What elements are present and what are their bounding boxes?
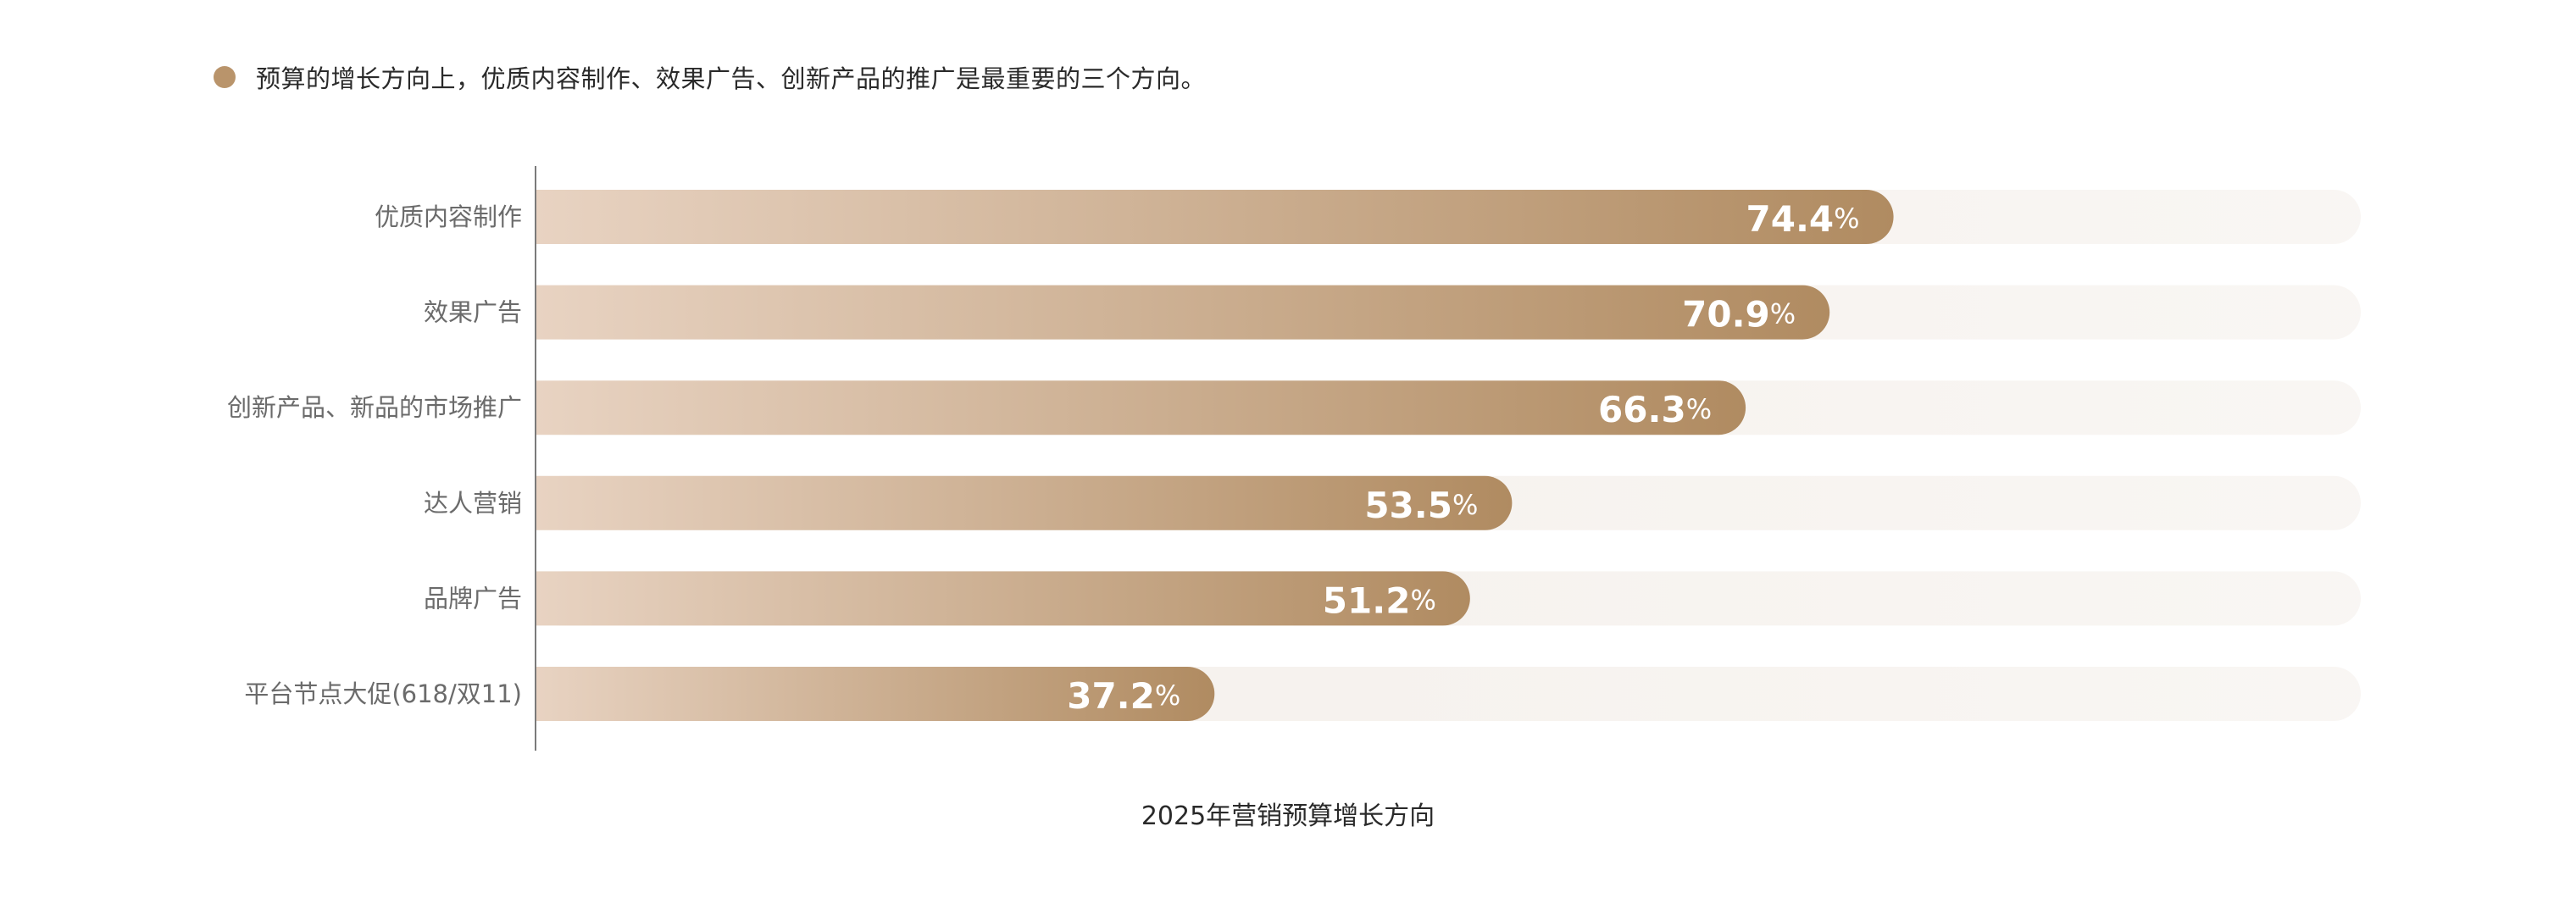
bullet-dot-icon (214, 66, 236, 88)
bar (536, 380, 1746, 435)
chart-caption: 2025年营销预算增长方向 (1141, 801, 1435, 831)
bar-tracks (536, 190, 2361, 721)
bar (536, 190, 1894, 244)
category-label: 平台节点大促(618/双11) (244, 679, 522, 708)
value-label: 53.5% (1364, 484, 1478, 525)
value-label: 37.2% (1067, 675, 1180, 717)
bar (536, 667, 1215, 721)
value-label: 51.2% (1323, 580, 1436, 621)
value-labels: 74.4% 70.9% 66.3% 53.5% 51.2% 37.2% (1067, 198, 1859, 717)
bar (536, 571, 1470, 626)
category-label: 品牌广告 (424, 584, 522, 613)
category-label: 创新产品、新品的市场推广 (227, 393, 522, 422)
summary-note-text: 预算的增长方向上，优质内容制作、效果广告、创新产品的推广是最重要的三个方向。 (256, 64, 1207, 93)
bars (536, 190, 1894, 721)
value-label: 66.3% (1598, 389, 1712, 430)
category-labels: 优质内容制作效果广告创新产品、新品的市场推广达人营销品牌广告平台节点大促(618… (227, 202, 522, 708)
category-label: 达人营销 (424, 489, 522, 518)
bar (536, 285, 1830, 340)
category-label: 优质内容制作 (375, 202, 522, 231)
bar (536, 475, 1513, 530)
value-label: 74.4% (1746, 198, 1860, 240)
summary-note: 预算的增长方向上，优质内容制作、效果广告、创新产品的推广是最重要的三个方向。 (214, 56, 1206, 98)
value-label: 70.9% (1682, 293, 1796, 335)
category-label: 效果广告 (424, 298, 522, 327)
